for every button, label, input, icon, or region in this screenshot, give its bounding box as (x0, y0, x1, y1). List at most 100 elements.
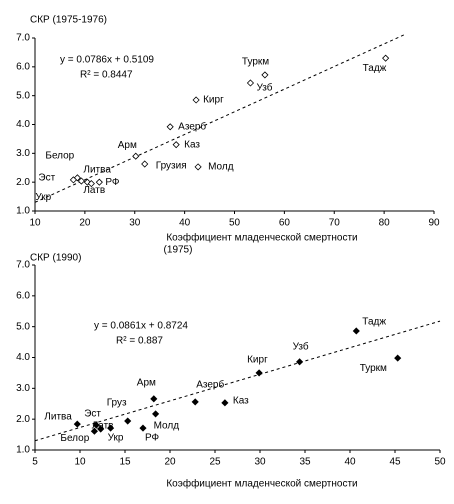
data-point (255, 369, 263, 377)
x-tick-label: 60 (279, 218, 291, 229)
y-tick-label: 4.0 (16, 352, 30, 363)
point-label: Арм (118, 140, 137, 151)
point-label: Литва (83, 164, 111, 175)
x-tick-label: 10 (29, 218, 41, 229)
data-point (394, 354, 402, 362)
y-tick-label: 3.0 (16, 148, 30, 159)
point-label: РФ (105, 177, 120, 188)
y-tick-label: 5.0 (16, 90, 30, 101)
data-point (139, 424, 147, 432)
r-squared: R² = 0.887 (116, 336, 163, 347)
x-tick-label: 80 (379, 218, 391, 229)
x-tick-label: 20 (164, 457, 176, 468)
y-tick-label: 5.0 (16, 321, 30, 332)
data-point (246, 79, 255, 87)
data-point (152, 410, 160, 418)
data-point (141, 160, 149, 168)
point-label: Эст (38, 173, 55, 184)
point-label: Эст (84, 409, 101, 420)
chart-title: СКР (1975-1976) (30, 15, 107, 26)
point-label: Латв (92, 421, 114, 432)
x-tick-label: 30 (129, 218, 141, 229)
x-tick-label: 10 (74, 457, 86, 468)
point-label: Молд (208, 162, 234, 173)
x-tick-label: 50 (434, 457, 446, 468)
data-point (261, 71, 269, 79)
point-label: Туркм (360, 363, 387, 374)
point-label: Узб (293, 340, 309, 352)
point-label: Белор (45, 151, 74, 162)
point-label: Молд (154, 421, 180, 432)
x-tick-label: 90 (428, 218, 440, 229)
r-squared: R² = 0.8447 (80, 70, 133, 81)
data-point (97, 425, 105, 433)
data-point (296, 358, 304, 366)
point-label: Латв (83, 185, 105, 196)
data-point (172, 141, 180, 149)
data-point (150, 395, 158, 403)
data-point (192, 96, 200, 104)
point-label: Груз (107, 398, 127, 409)
data-point (221, 399, 229, 407)
point-label: Укр (108, 433, 124, 444)
x-tick-label: 35 (299, 457, 311, 468)
data-point (132, 152, 140, 160)
point-label: Каз (184, 139, 200, 150)
x-axis-label: Коэффициент младенческой смертности (166, 478, 357, 490)
point-label: Тадж (362, 317, 386, 328)
x-tick-label: 40 (344, 457, 356, 468)
data-point (382, 54, 390, 62)
x-tick-label: 25 (209, 457, 221, 468)
x-tick-label: 5 (32, 457, 38, 468)
x-tick-label: 20 (79, 218, 91, 229)
y-tick-label: 1.0 (16, 445, 30, 456)
point-label: Литва (44, 412, 72, 423)
point-label: Грузия (156, 161, 187, 172)
point-label: Азерб (178, 120, 206, 132)
y-tick-label: 6.0 (16, 61, 30, 72)
data-point (191, 398, 199, 406)
y-tick-label: 7.0 (16, 260, 30, 271)
point-label: Арм (137, 377, 156, 388)
data-point (77, 177, 85, 185)
equation: y = 0.0861x + 0.8724 (94, 321, 188, 332)
data-point (69, 176, 77, 184)
y-tick-label: 7.0 (16, 33, 30, 44)
y-tick-label: 2.0 (16, 414, 30, 425)
data-point (87, 180, 95, 188)
data-point (107, 424, 115, 432)
point-label: Каз (233, 395, 249, 406)
data-point (95, 178, 103, 186)
data-point (92, 421, 100, 429)
x-tick-label: 15 (119, 457, 131, 468)
point-label: Укр (35, 192, 51, 203)
point-label: Азерб (196, 379, 224, 391)
data-point (124, 417, 132, 425)
x-tick-label: 50 (229, 218, 241, 229)
point-label: Кирг (247, 355, 268, 366)
trend-line (34, 320, 441, 442)
x-tick-label: 40 (179, 218, 191, 229)
data-point (166, 123, 174, 131)
y-tick-label: 6.0 (16, 290, 30, 301)
point-label: Белор (60, 433, 89, 444)
x-axis-label: Коэффициент младенческой смертности (166, 232, 357, 244)
data-point (194, 163, 202, 171)
y-tick-label: 2.0 (16, 177, 30, 188)
x-tick-label: 70 (329, 218, 341, 229)
y-tick-label: 1.0 (16, 206, 30, 217)
data-point (352, 327, 360, 335)
equation: y = 0.0786x + 0.5109 (60, 55, 154, 66)
point-label: Кирг (203, 95, 224, 106)
x-tick-label: 30 (254, 457, 266, 468)
x-tick-label: 45 (389, 457, 401, 468)
y-tick-label: 4.0 (16, 119, 30, 130)
point-label: Туркм (242, 57, 269, 68)
data-point (73, 420, 81, 428)
point-label: РФ (145, 433, 160, 444)
data-point (90, 427, 98, 435)
point-label: Узб (256, 82, 272, 94)
y-tick-label: 3.0 (16, 383, 30, 394)
x-axis-note: (1975) (164, 245, 193, 256)
